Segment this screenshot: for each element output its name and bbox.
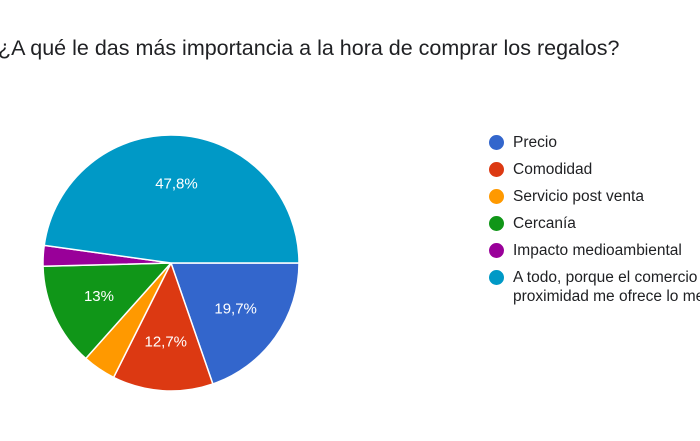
legend-item-2: Servicio post venta — [489, 187, 700, 206]
pie-slices — [42, 134, 300, 392]
legend-item-5: A todo, porque el comercio de proximidad… — [489, 268, 700, 306]
pie-slice-5 — [43, 134, 300, 264]
legend-label-0: Precio — [513, 134, 557, 151]
legend-swatch-0 — [489, 135, 504, 150]
legend-label-1: Comodidad — [513, 161, 593, 178]
slice-label-0: 19,7% — [214, 301, 257, 318]
legend-label-5: A todo, porque el comercio de proximidad… — [513, 269, 700, 305]
legend-swatch-2 — [489, 189, 504, 204]
legend-item-0: Precio — [489, 133, 700, 152]
legend-swatch-1 — [489, 162, 504, 177]
legend-label-4: Impacto medioambiental — [513, 242, 682, 259]
legend-swatch-5 — [489, 270, 504, 285]
legend-label-3: Cercanía — [513, 215, 576, 232]
pie-slice-3 — [42, 262, 173, 360]
chart-title: ¿A qué le das más importancia a la hora … — [0, 36, 620, 60]
slice-label-3: 13% — [84, 288, 114, 305]
slice-label-5: 47,8% — [155, 175, 198, 192]
chart-legend: Precio Comodidad Servicio post venta Cercan… — [489, 133, 700, 314]
legend-label-2: Servicio post venta — [513, 188, 644, 205]
pie-labels: 19,7% 12,7% 13% 47,8% — [84, 175, 257, 350]
legend-item-4: Impacto medioambiental — [489, 241, 700, 260]
slice-label-1: 12,7% — [144, 334, 187, 351]
legend-swatch-3 — [489, 216, 504, 231]
legend-swatch-4 — [489, 243, 504, 258]
pie-slice-1 — [112, 261, 214, 392]
legend-item-3: Cercanía — [489, 214, 700, 233]
legend-item-1: Comodidad — [489, 160, 700, 179]
